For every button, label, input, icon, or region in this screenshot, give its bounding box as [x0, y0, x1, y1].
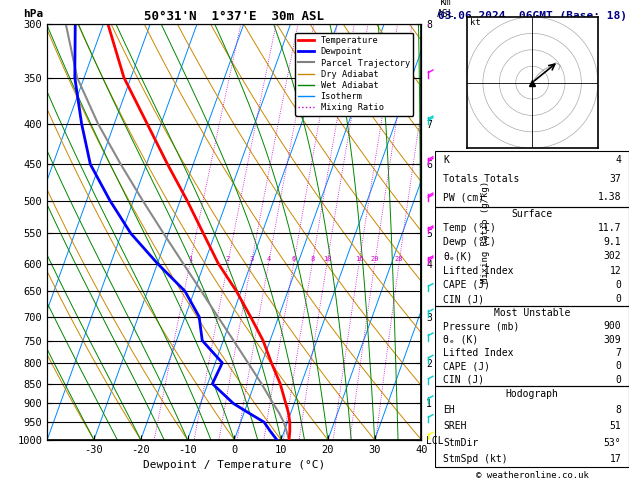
Text: CAPE (J): CAPE (J) [443, 361, 490, 371]
Text: Hodograph: Hodograph [506, 389, 559, 399]
Title: 50°31'N  1°37'E  30m ASL: 50°31'N 1°37'E 30m ASL [144, 10, 325, 23]
Text: kt: kt [470, 18, 481, 27]
Text: 1: 1 [188, 256, 192, 262]
Text: 1.38: 1.38 [598, 192, 621, 202]
Text: km
ASL: km ASL [437, 0, 455, 19]
Text: 7: 7 [615, 348, 621, 358]
Text: StmSpd (kt): StmSpd (kt) [443, 453, 508, 464]
Text: 12: 12 [610, 265, 621, 276]
Text: θₑ (K): θₑ (K) [443, 334, 478, 345]
Text: © weatheronline.co.uk: © weatheronline.co.uk [476, 471, 589, 480]
Text: Totals Totals: Totals Totals [443, 174, 520, 184]
Text: 0: 0 [615, 294, 621, 304]
Text: CIN (J): CIN (J) [443, 375, 484, 385]
Text: 0: 0 [615, 361, 621, 371]
Legend: Temperature, Dewpoint, Parcel Trajectory, Dry Adiabat, Wet Adiabat, Isotherm, Mi: Temperature, Dewpoint, Parcel Trajectory… [295, 33, 413, 116]
Text: CIN (J): CIN (J) [443, 294, 484, 304]
Text: CAPE (J): CAPE (J) [443, 280, 490, 290]
Text: SREH: SREH [443, 421, 467, 432]
Text: Temp (°C): Temp (°C) [443, 223, 496, 233]
Text: θₑ(K): θₑ(K) [443, 251, 472, 261]
Text: 0: 0 [615, 280, 621, 290]
Text: 10: 10 [323, 256, 331, 262]
Text: 309: 309 [604, 334, 621, 345]
Text: StmDir: StmDir [443, 437, 478, 448]
Text: hPa: hPa [23, 9, 43, 19]
Text: 900: 900 [604, 321, 621, 331]
Text: K: K [443, 155, 449, 165]
Text: PW (cm): PW (cm) [443, 192, 484, 202]
Text: 16: 16 [355, 256, 364, 262]
Text: 37: 37 [610, 174, 621, 184]
Bar [435, 207, 629, 306]
Text: 2: 2 [226, 256, 230, 262]
Text: EH: EH [443, 405, 455, 416]
Text: 8: 8 [310, 256, 314, 262]
Bar [435, 151, 629, 207]
Text: Mixing Ratio (g/kg): Mixing Ratio (g/kg) [481, 181, 489, 283]
Text: 20: 20 [370, 256, 379, 262]
Text: Lifted Index: Lifted Index [443, 348, 513, 358]
Text: Dewp (°C): Dewp (°C) [443, 237, 496, 247]
Text: 03.06.2024  06GMT (Base: 18): 03.06.2024 06GMT (Base: 18) [438, 11, 626, 21]
Text: 9.1: 9.1 [604, 237, 621, 247]
Text: 4: 4 [615, 155, 621, 165]
Text: 302: 302 [604, 251, 621, 261]
Text: 53°: 53° [604, 437, 621, 448]
Bar [435, 306, 629, 386]
X-axis label: Dewpoint / Temperature (°C): Dewpoint / Temperature (°C) [143, 460, 325, 470]
Text: Lifted Index: Lifted Index [443, 265, 513, 276]
Text: Surface: Surface [511, 209, 553, 219]
Text: 11.7: 11.7 [598, 223, 621, 233]
Text: Most Unstable: Most Unstable [494, 309, 571, 318]
Text: 4: 4 [267, 256, 270, 262]
Text: 3: 3 [249, 256, 253, 262]
Text: 17: 17 [610, 453, 621, 464]
Text: 51: 51 [610, 421, 621, 432]
Text: 28: 28 [395, 256, 403, 262]
Bar [435, 386, 629, 467]
Text: Pressure (mb): Pressure (mb) [443, 321, 520, 331]
Text: 8: 8 [615, 405, 621, 416]
Text: 0: 0 [615, 375, 621, 385]
Text: 6: 6 [292, 256, 296, 262]
